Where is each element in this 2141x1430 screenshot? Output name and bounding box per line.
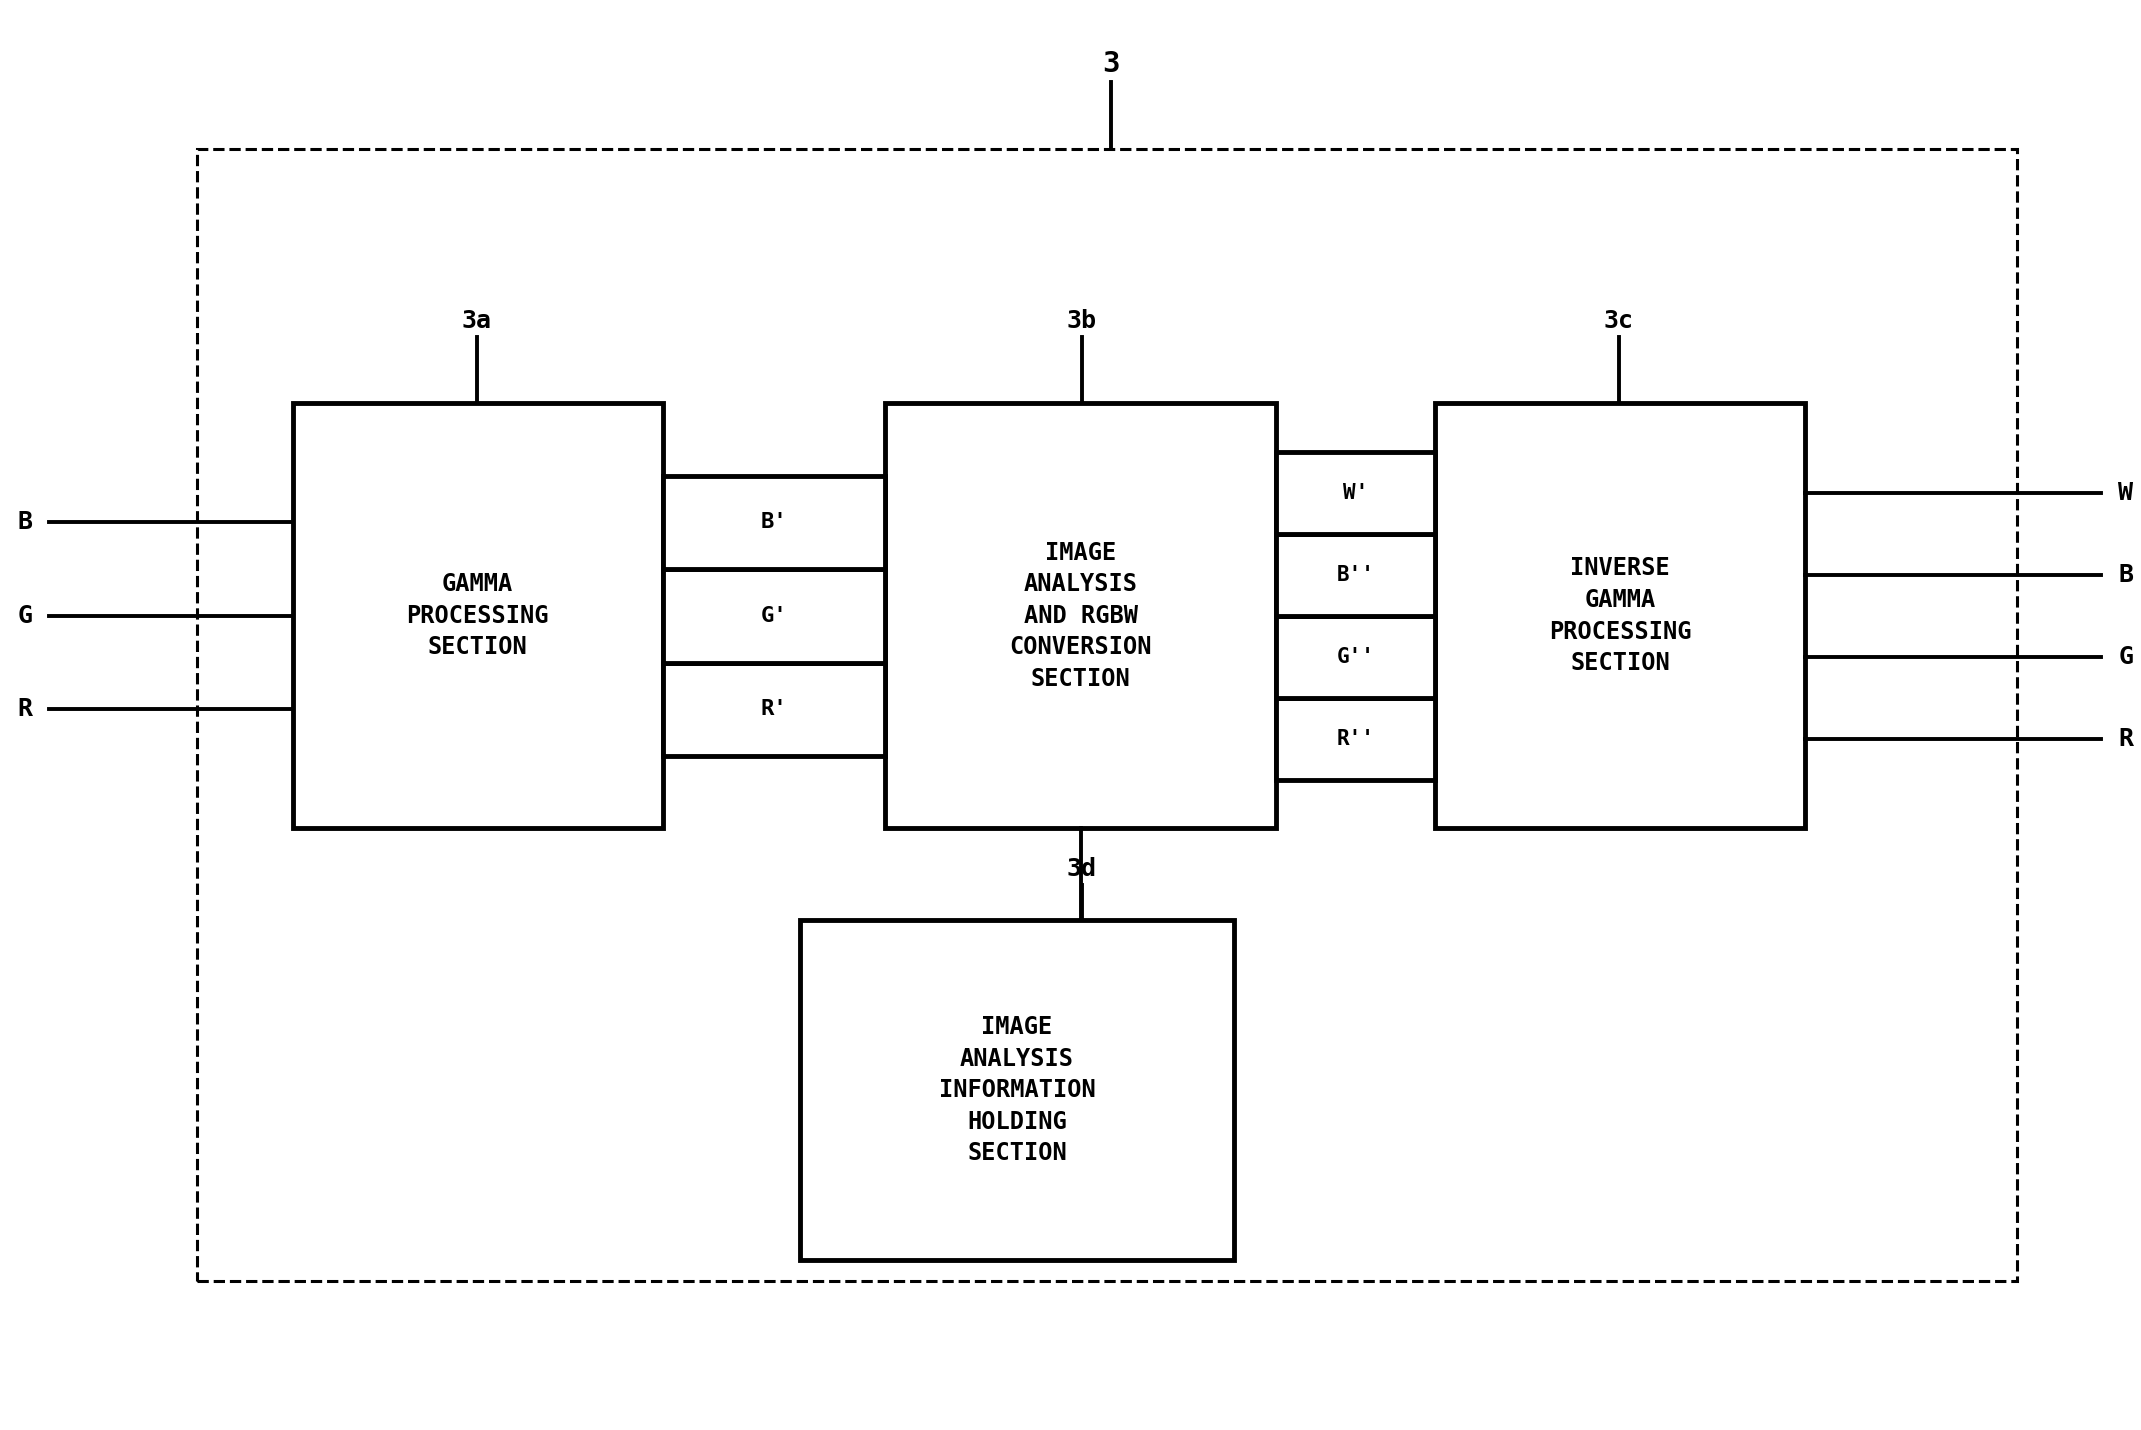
- Text: W': W': [1342, 483, 1368, 503]
- Bar: [664, 476, 884, 569]
- Text: 3: 3: [1103, 50, 1120, 77]
- Text: G: G: [2117, 645, 2132, 669]
- Text: INVERSE
GAMMA
PROCESSING
SECTION: INVERSE GAMMA PROCESSING SECTION: [1548, 556, 1691, 675]
- Text: R'': R'': [1336, 729, 1375, 749]
- Bar: [801, 921, 1233, 1260]
- Text: G'': G'': [1336, 646, 1375, 666]
- Text: IMAGE
ANALYSIS
INFORMATION
HOLDING
SECTION: IMAGE ANALYSIS INFORMATION HOLDING SECTI…: [938, 1015, 1096, 1165]
- Text: G: G: [17, 603, 32, 628]
- Text: 3c: 3c: [1604, 309, 1634, 333]
- Bar: [664, 662, 884, 756]
- Text: B'': B'': [1336, 565, 1375, 585]
- Bar: [664, 569, 884, 662]
- Bar: [293, 403, 664, 828]
- Text: R: R: [17, 698, 32, 721]
- Bar: [1276, 452, 1434, 533]
- Text: 3b: 3b: [1066, 309, 1096, 333]
- Bar: [884, 403, 1276, 828]
- Bar: [1276, 616, 1434, 698]
- Bar: [1276, 698, 1434, 781]
- Bar: [1276, 533, 1434, 616]
- Text: B: B: [17, 511, 32, 535]
- Text: B': B': [760, 512, 788, 532]
- Text: W: W: [2117, 480, 2132, 505]
- Bar: [1434, 403, 1805, 828]
- Text: R: R: [2117, 726, 2132, 751]
- Text: G': G': [760, 606, 788, 626]
- Text: 3a: 3a: [462, 309, 492, 333]
- Text: GAMMA
PROCESSING
SECTION: GAMMA PROCESSING SECTION: [407, 572, 548, 659]
- Bar: [197, 149, 2017, 1281]
- Text: IMAGE
ANALYSIS
AND RGBW
CONVERSION
SECTION: IMAGE ANALYSIS AND RGBW CONVERSION SECTI…: [1008, 541, 1152, 691]
- Text: B: B: [2117, 563, 2132, 586]
- Text: 3d: 3d: [1066, 857, 1096, 881]
- Text: R': R': [760, 699, 788, 719]
